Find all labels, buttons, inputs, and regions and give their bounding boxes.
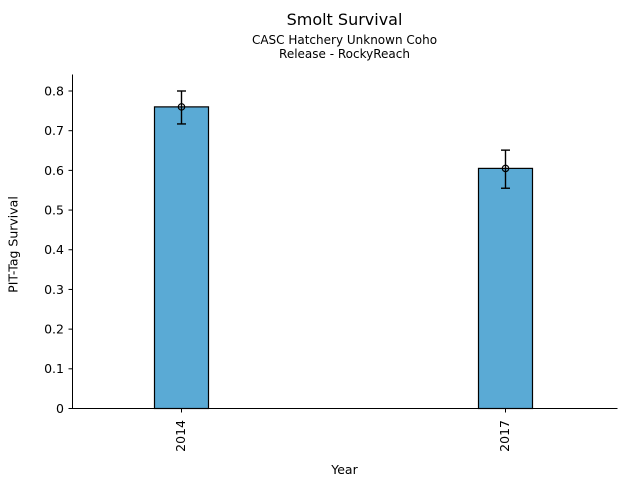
chart-subtitle-line-1: CASC Hatchery Unknown Coho: [251, 33, 438, 47]
point-marker: [501, 164, 510, 173]
y-tick-label: 0: [56, 401, 64, 416]
point-marker: [177, 103, 186, 111]
y-tick-label: 0.5: [44, 202, 64, 217]
x-tick-label: 2017: [497, 420, 512, 452]
y-tick-label: 0.7: [44, 123, 64, 138]
y-tick-label: 0.6: [44, 163, 64, 178]
y-tick-label: 0.3: [44, 282, 64, 297]
y-tick-label: 0.1: [44, 361, 64, 376]
x-tick-label: 2014: [173, 420, 188, 452]
y-tick-label: 0.2: [44, 322, 64, 337]
x-axis-label: Year: [331, 462, 358, 477]
chart-subtitle: CASC Hatchery Unknown Coho Release - Roc…: [72, 33, 617, 61]
y-tick-label: 0.8: [44, 83, 64, 98]
y-tick-label: 0.4: [44, 242, 64, 257]
chart-subtitle-line-2: Release - RockyReach: [279, 47, 410, 61]
chart-title: Smolt Survival: [286, 10, 403, 29]
bar: [153, 106, 210, 410]
bar: [477, 167, 534, 410]
